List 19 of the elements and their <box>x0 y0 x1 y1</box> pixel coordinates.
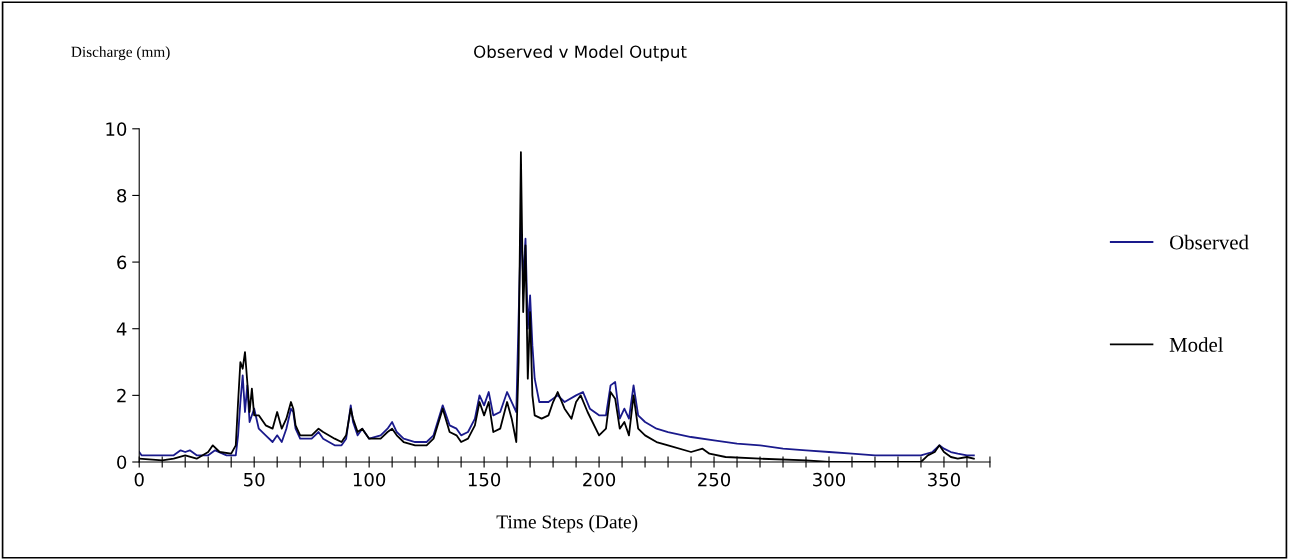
y-axis-title: Discharge (mm) <box>71 46 170 61</box>
legend-label: Model <box>1169 337 1224 352</box>
x-axis-title: Time Steps (Date) <box>496 514 638 533</box>
chart-title: Observed v Model Output <box>474 45 687 62</box>
x-tick-label: 250 <box>698 472 731 487</box>
x-tick-label: 300 <box>813 472 846 487</box>
y-tick-label: 4 <box>116 322 127 336</box>
x-tick-label: 100 <box>353 472 386 487</box>
y-tick-label: 10 <box>106 122 127 136</box>
y-tick-label: 2 <box>117 388 126 403</box>
y-tick-label: 8 <box>117 188 127 203</box>
x-tick-label: 50 <box>244 472 265 487</box>
x-tick-label: 350 <box>928 472 960 487</box>
x-tick-label: 150 <box>468 472 501 487</box>
y-tick-label: 0 <box>117 455 127 470</box>
y-tick-label: 6 <box>117 255 127 270</box>
x-tick-label: 200 <box>583 472 616 487</box>
legend-label: Observed <box>1169 234 1249 250</box>
x-tick-label: 0 <box>134 472 144 487</box>
